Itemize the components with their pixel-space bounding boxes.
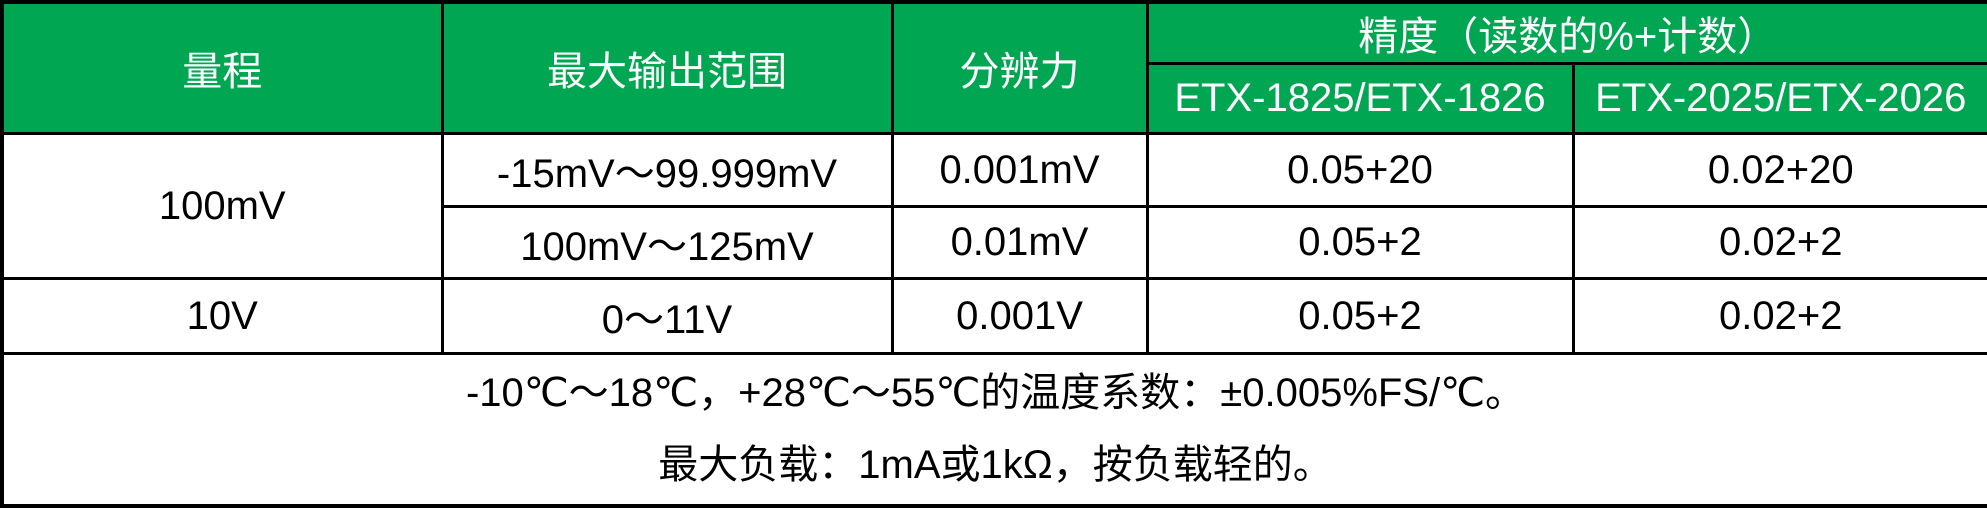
cell-resolution: 0.01mV xyxy=(890,205,1149,280)
cell-accuracy-etx18: 0.05+2 xyxy=(1145,205,1575,280)
note-temperature-coefficient: -10℃～18℃，+28℃～55℃的温度系数：±0.005%FS/℃。 xyxy=(465,371,1526,416)
table-row: 100mV -15mV～99.999mV 0.001mV 0.05+20 0.0… xyxy=(0,132,1987,280)
cell-resolution: 0.001V xyxy=(890,277,1149,355)
header-range: 量程 xyxy=(0,0,444,135)
cell-accuracy-etx20: 0.02+2 xyxy=(1571,205,1987,280)
header-accuracy-group: 精度（读数的%+计数） xyxy=(1145,0,1987,65)
cell-accuracy-etx18: 0.05+2 xyxy=(1145,277,1575,355)
cell-resolution: 0.001mV xyxy=(890,132,1149,208)
spec-table-header: 量程 最大输出范围 分辨力 精度（读数的%+计数） ETX-1825/ETX-1… xyxy=(0,0,1987,135)
table-row: 10V 0～11V 0.001V 0.05+2 0.02+2 xyxy=(0,277,1987,355)
cell-output-range: -15mV～99.999mV xyxy=(440,132,894,208)
cell-output-range: 100mV～125mV xyxy=(440,205,894,280)
cell-range-100mv: 100mV xyxy=(0,132,444,280)
notes-row: -10℃～18℃，+28℃～55℃的温度系数：±0.005%FS/℃。 最大负载… xyxy=(0,352,1987,507)
table-row: 100mV～125mV 0.01mV 0.05+2 0.02+2 xyxy=(2,205,1987,280)
header-row-models: ETX-1825/ETX-1826 ETX-2025/ETX-2026 xyxy=(2,62,1987,135)
header-model-etx-2025-2026: ETX-2025/ETX-2026 xyxy=(1571,62,1987,135)
header-row-top: 量程 最大输出范围 分辨力 精度（读数的%+计数） xyxy=(0,0,1987,135)
notes-cell: -10℃～18℃，+28℃～55℃的温度系数：±0.005%FS/℃。 最大负载… xyxy=(0,352,1987,507)
cell-accuracy-etx20: 0.02+20 xyxy=(1571,132,1987,208)
note-max-load: 最大负载：1mA或1kΩ，按负载轻的。 xyxy=(658,443,1333,488)
header-resolution: 分辨力 xyxy=(890,0,1149,135)
cell-accuracy-etx18: 0.05+20 xyxy=(1145,132,1575,208)
header-max-output-range: 最大输出范围 xyxy=(440,0,894,135)
cell-range-10v: 10V xyxy=(0,277,444,355)
cell-accuracy-etx20: 0.02+2 xyxy=(1571,277,1987,355)
header-model-etx-1825-1826: ETX-1825/ETX-1826 xyxy=(1145,62,1575,135)
cell-output-range: 0～11V xyxy=(440,277,894,355)
spec-table-body: 100mV -15mV～99.999mV 0.001mV 0.05+20 0.0… xyxy=(0,132,1987,507)
